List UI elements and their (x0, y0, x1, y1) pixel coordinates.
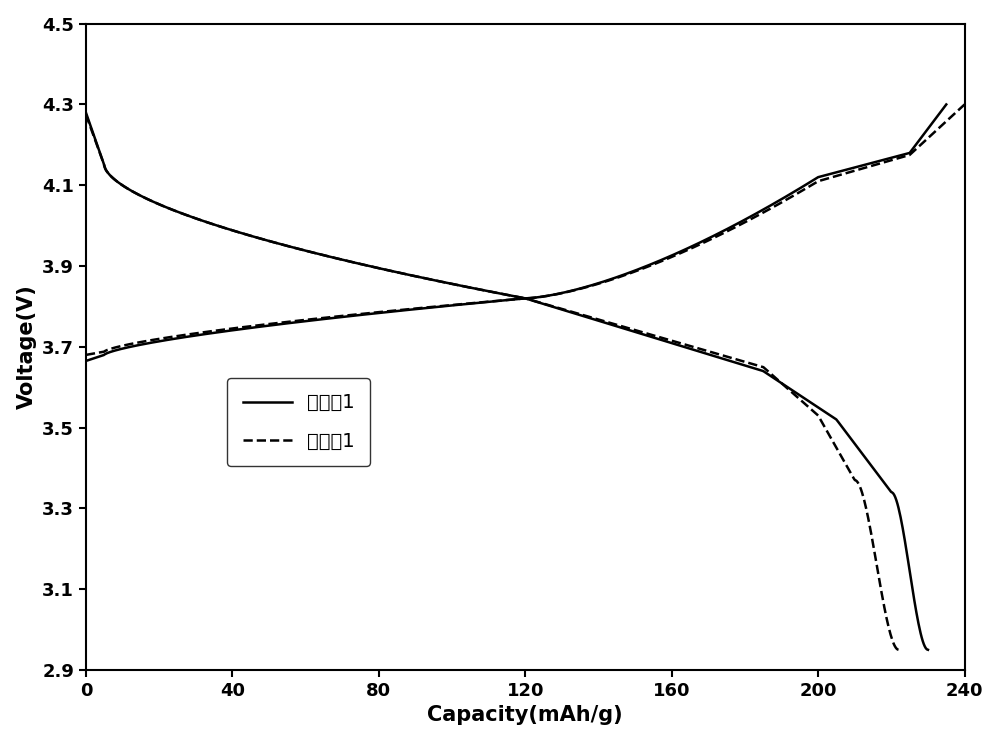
对比例1 (614, 272, 626, 281)
对比例1 (641, 263, 653, 272)
实施例1 (519, 294, 531, 303)
对比例1 (838, 169, 850, 178)
实施例1 (581, 282, 593, 291)
实施例1 (603, 275, 615, 284)
实施例1 (940, 100, 952, 109)
Legend: 实施例1, 对比例1: 实施例1, 对比例1 (227, 378, 370, 467)
对比例1 (747, 214, 759, 223)
Line: 实施例1: 实施例1 (86, 105, 946, 298)
实施例1 (629, 266, 641, 275)
Line: 对比例1: 对比例1 (86, 105, 965, 298)
实施例1 (133, 190, 145, 199)
实施例1 (80, 108, 92, 117)
对比例1 (520, 294, 532, 303)
Y-axis label: Voltage(V): Voltage(V) (17, 284, 37, 409)
对比例1 (134, 191, 146, 200)
对比例1 (959, 100, 971, 109)
实施例1 (734, 218, 746, 227)
对比例1 (80, 110, 92, 119)
X-axis label: Capacity(mAh/g): Capacity(mAh/g) (427, 706, 623, 726)
对比例1 (591, 280, 603, 289)
实施例1 (822, 170, 834, 179)
